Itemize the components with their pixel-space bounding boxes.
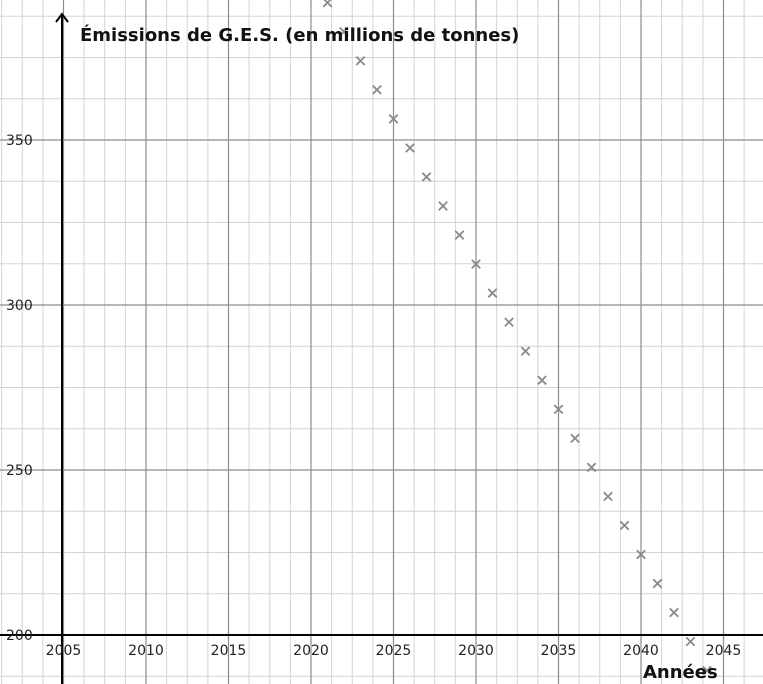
data-point: [322, 0, 333, 8]
data-point: [471, 259, 481, 269]
data-point: [570, 433, 580, 444]
y-tick-labels: 200250300350400450500550: [6, 133, 33, 644]
x-tick-label: 2010: [128, 643, 164, 659]
data-point: [421, 172, 432, 182]
data-point: [355, 55, 366, 66]
data-point: [372, 85, 382, 95]
data-point: [537, 375, 547, 386]
y-tick-label: 350: [6, 133, 33, 149]
y-tick-label: 200: [6, 628, 33, 644]
data-point: [520, 346, 531, 357]
data-point: [454, 230, 465, 240]
data-point: [669, 607, 679, 618]
x-tick-labels: 2005 2010 2015 2020 2025 2030 2035 2040 2045: [46, 643, 742, 659]
data-point: [339, 26, 349, 37]
x-tick-label: 2025: [376, 643, 412, 659]
data-point: [685, 636, 696, 647]
data-points: [322, 0, 712, 676]
data-point: [388, 114, 399, 124]
x-tick-label: 2030: [458, 643, 494, 659]
data-point: [619, 520, 630, 531]
data-point: [603, 491, 613, 502]
data-point: [504, 317, 514, 327]
x-tick-label: 2040: [623, 643, 659, 659]
data-point: [553, 404, 564, 415]
y-tick-label: 250: [6, 463, 33, 479]
data-point: [702, 665, 712, 676]
data-point: [438, 201, 448, 211]
data-point: [405, 143, 415, 153]
x-tick-label: 2005: [46, 643, 82, 659]
y-tick-label: 300: [6, 298, 33, 314]
data-point: [586, 462, 597, 473]
data-point: [487, 288, 498, 298]
axes: [0, 12, 763, 684]
x-axis-title: Années: [643, 662, 718, 683]
y-axis-title: Émissions de G.E.S. (en millions de tonn…: [80, 24, 519, 46]
data-point: [652, 578, 663, 589]
y-axis-arrow-icon: [55, 12, 69, 23]
x-tick-label: 2035: [541, 643, 577, 659]
x-tick-label: 2045: [706, 643, 742, 659]
data-point: [636, 549, 646, 560]
x-tick-label: 2020: [293, 643, 329, 659]
x-tick-label: 2015: [211, 643, 247, 659]
